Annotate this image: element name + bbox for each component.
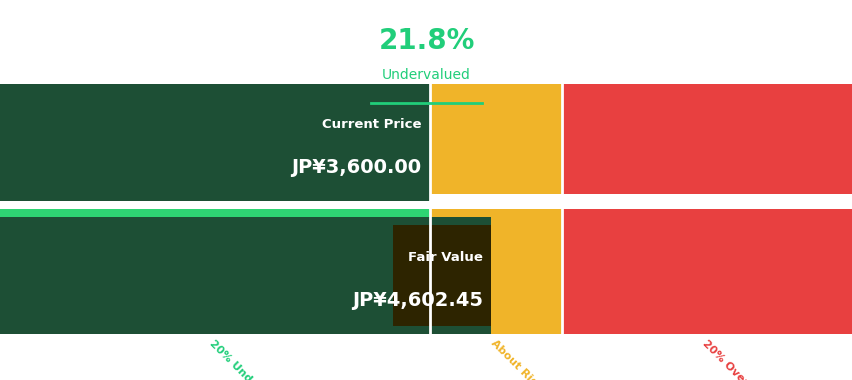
- Text: 20% Undervalued: 20% Undervalued: [208, 338, 292, 380]
- Text: 20% Overvalued: 20% Overvalued: [699, 338, 779, 380]
- Bar: [0, 84, 429, 334]
- Text: JP¥3,600.00: JP¥3,600.00: [291, 158, 421, 177]
- Text: Current Price: Current Price: [321, 118, 421, 131]
- Bar: [0, 194, 852, 209]
- Text: Fair Value: Fair Value: [407, 251, 482, 264]
- Text: Undervalued: Undervalued: [382, 68, 470, 82]
- Text: JP¥4,602.45: JP¥4,602.45: [351, 291, 482, 310]
- Bar: [0, 84, 429, 201]
- Bar: [429, 84, 561, 334]
- Bar: [561, 84, 852, 334]
- Bar: [0, 217, 491, 334]
- Bar: [393, 225, 491, 326]
- Text: 21.8%: 21.8%: [378, 27, 474, 55]
- Text: About Right: About Right: [488, 338, 548, 380]
